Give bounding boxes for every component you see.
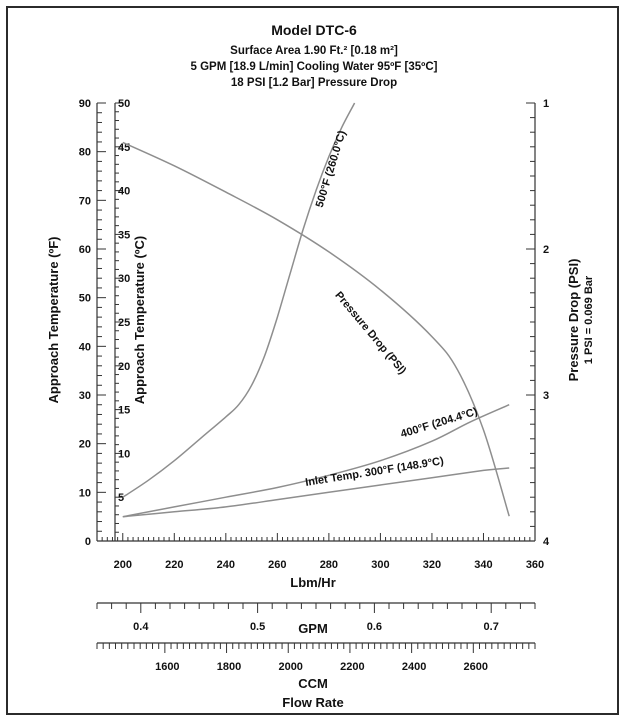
y-left-f-tick-label: 20 [79, 439, 91, 451]
y-left-c-tick-label: 20 [118, 361, 130, 373]
y-right-label: Pressure Drop (PSI) [566, 259, 581, 382]
x-tick-label: 240 [217, 559, 235, 571]
curve-inlet-300f [122, 467, 510, 518]
y-left-f-tick-label: 70 [79, 195, 91, 207]
y-left-c-tick-label: 50 [118, 98, 130, 110]
y-left-f-tick-label: 0 [85, 536, 91, 548]
y-left-f-tick-label: 90 [79, 98, 91, 110]
chart-subtitle-2: 5 GPM [18.9 L/min] Cooling Water 95ºF [3… [191, 61, 438, 73]
y-left-f-tick-label: 10 [79, 487, 91, 499]
y-left-c-tick-label: 30 [118, 273, 130, 285]
curve-400f [122, 404, 510, 518]
y-left-f-tick-label: 40 [79, 341, 91, 353]
y-left-f-label: Approach Temperature (ºF) [46, 236, 61, 403]
flow-rate-label: Flow Rate [282, 695, 343, 710]
y-left-c-tick-label: 35 [118, 229, 130, 241]
y-left-c-tick-label: 40 [118, 186, 130, 198]
secondary-axis-tick-label-ccm: 2000 [278, 661, 302, 673]
x-tick-label: 340 [474, 559, 492, 571]
secondary-axis-tick-label-gpm: 0.7 [484, 621, 499, 633]
y-left-c-tick-label: 5 [118, 492, 124, 504]
x-tick-label: 280 [320, 559, 338, 571]
y-left-c-tick-label: 15 [118, 405, 130, 417]
y-right-sublabel: 1 PSI = 0.069 Bar [583, 275, 595, 364]
secondary-axis-tick-label-ccm: 2400 [402, 661, 426, 673]
secondary-axis-tick-label-gpm: 0.5 [250, 621, 265, 633]
x-axis-label: Lbm/Hr [290, 575, 336, 590]
y-left-c-tick-label: 25 [118, 317, 130, 329]
y-right-tick-label: 2 [543, 244, 549, 256]
y-left-f-tick-label: 30 [79, 390, 91, 402]
axes-group: 0102030405060708090510152025303540455020… [79, 98, 550, 673]
curve-pressure-drop [122, 141, 510, 517]
y-left-c-tick-label: 10 [118, 448, 130, 460]
annotations-group: 500°F (260.0°C)Pressure Drop (PSI)400°F … [304, 129, 479, 489]
gpm-axis-label: GPM [298, 621, 328, 636]
secondary-axis-tick-label-ccm: 2200 [340, 661, 364, 673]
x-tick-label: 260 [268, 559, 286, 571]
chart-subtitle-1: Surface Area 1.90 Ft.² [0.18 m²] [230, 45, 398, 57]
curve-500f [122, 102, 356, 498]
ccm-axis-label: CCM [298, 676, 328, 691]
series-label-500f: 500°F (260.0°C) [314, 129, 349, 209]
y-left-f-tick-label: 60 [79, 244, 91, 256]
chart-subtitle-3: 18 PSI [1.2 Bar] Pressure Drop [231, 77, 397, 89]
y-right-tick-label: 4 [543, 536, 550, 548]
x-tick-label: 220 [165, 559, 183, 571]
series-label-pressure-drop: Pressure Drop (PSI) [332, 289, 408, 377]
secondary-axis-tick-label-gpm: 0.4 [133, 621, 149, 633]
secondary-axis-tick-label-gpm: 0.6 [367, 621, 382, 633]
secondary-axis-tick-label-ccm: 1800 [217, 661, 241, 673]
curves-group [122, 102, 510, 518]
y-right-tick-label: 3 [543, 390, 549, 402]
x-tick-label: 320 [423, 559, 441, 571]
secondary-axis-tick-label-ccm: 1600 [155, 661, 179, 673]
y-left-f-tick-label: 50 [79, 293, 91, 305]
chart-title: Model DTC-6 [271, 22, 357, 38]
chart-frame [6, 6, 619, 715]
y-right-tick-label: 1 [543, 98, 549, 110]
x-tick-label: 360 [526, 559, 544, 571]
x-tick-label: 200 [114, 559, 132, 571]
series-label-inlet-300f: Inlet Temp. 300°F (148.9°C) [304, 455, 445, 489]
y-left-f-tick-label: 80 [79, 147, 91, 159]
x-tick-label: 300 [371, 559, 389, 571]
y-left-c-label: Approach Temperature (ºC) [132, 236, 147, 404]
secondary-axis-tick-label-ccm: 2600 [464, 661, 488, 673]
